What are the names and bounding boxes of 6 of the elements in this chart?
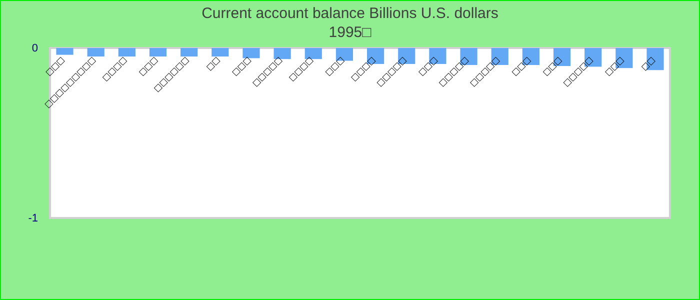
chart-subtitle: 1995□: [328, 24, 372, 41]
y-tick-label: 0: [32, 42, 38, 55]
x-tick-label: □□: [640, 55, 657, 72]
y-tick-label: -1: [28, 212, 38, 225]
x-tick-label: □□: [204, 55, 222, 72]
chart-title: Current account balance Billions U.S. dollars: [202, 5, 498, 22]
